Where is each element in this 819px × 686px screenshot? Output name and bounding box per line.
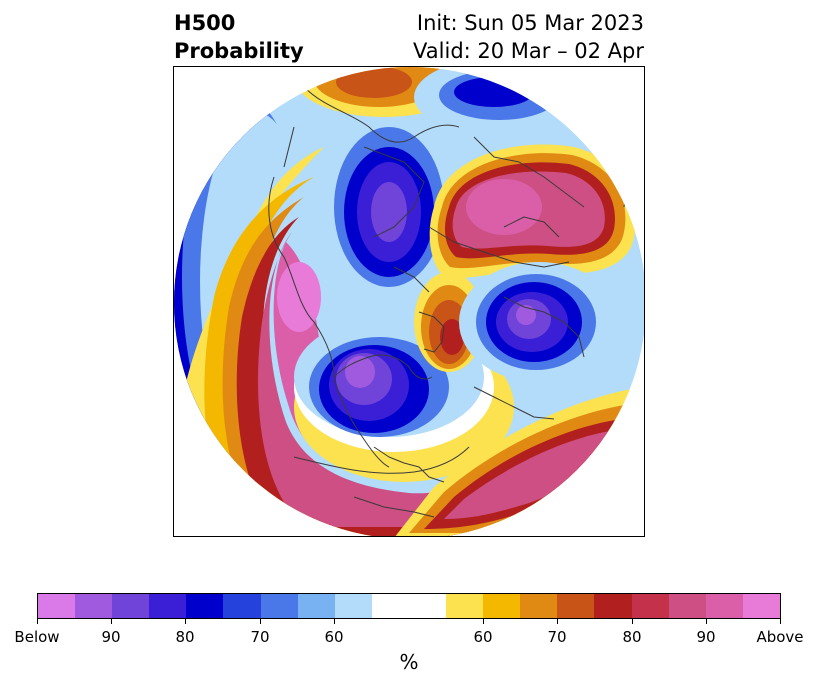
valid-range: Valid: 20 Mar – 02 Apr bbox=[413, 39, 644, 63]
probability-map bbox=[174, 67, 644, 536]
colorbar-swatch bbox=[705, 594, 743, 618]
colorbar-swatch bbox=[594, 594, 632, 618]
title-variable: H500 bbox=[174, 11, 236, 35]
colorbar-swatch bbox=[260, 594, 298, 618]
colorbar-tick bbox=[334, 619, 335, 624]
colorbar-tick bbox=[557, 619, 558, 624]
colorbar-tick-label: 90 bbox=[101, 628, 121, 646]
colorbar-tick-label: 90 bbox=[696, 628, 716, 646]
colorbar-swatch bbox=[112, 594, 150, 618]
colorbar-tick bbox=[632, 619, 633, 624]
title-right: Init: Sun 05 Mar 2023 Valid: 20 Mar – 02… bbox=[413, 9, 644, 65]
colorbar-swatch bbox=[408, 594, 447, 618]
map-panel bbox=[173, 66, 645, 537]
colorbar-tick-label: Above bbox=[756, 628, 804, 646]
colorbar-swatch bbox=[371, 594, 409, 618]
colorbar-tick-label: 60 bbox=[324, 628, 344, 646]
colorbar-swatch bbox=[223, 594, 261, 618]
arctic-trough bbox=[319, 112, 459, 302]
geographic-borders bbox=[268, 86, 630, 518]
colorbar-swatch bbox=[668, 594, 706, 618]
colorbar-tick-label: 80 bbox=[622, 628, 642, 646]
colorbar-swatch bbox=[75, 594, 113, 618]
init-date: Init: Sun 05 Mar 2023 bbox=[416, 11, 644, 35]
colorbar-swatch bbox=[446, 594, 484, 618]
title-left: H500 Probability bbox=[174, 9, 304, 65]
colorbar-swatch bbox=[557, 594, 595, 618]
colorbar-tick bbox=[260, 619, 261, 624]
colorbar-swatch bbox=[483, 594, 521, 618]
colorbar-swatch bbox=[297, 594, 335, 618]
colorbar-swatch bbox=[520, 594, 558, 618]
colorbar-tick bbox=[483, 619, 484, 624]
colorbar-swatch bbox=[38, 594, 76, 618]
colorbar-tick-label: 80 bbox=[175, 628, 195, 646]
colorbar-tick bbox=[706, 619, 707, 624]
colorbar bbox=[37, 593, 781, 619]
colorbar-tick-label: 70 bbox=[250, 628, 270, 646]
colorbar-tick bbox=[780, 619, 781, 624]
colorbar-tick-label: 60 bbox=[473, 628, 493, 646]
colorbar-swatch bbox=[742, 594, 780, 618]
europe-trough bbox=[459, 262, 619, 382]
colorbar-tick bbox=[185, 619, 186, 624]
colorbar-swatch bbox=[149, 594, 187, 618]
colorbar-tick-label: Below bbox=[14, 628, 60, 646]
colorbar-tick-label: 70 bbox=[547, 628, 567, 646]
colorbar-swatch bbox=[334, 594, 372, 618]
siberia-ridge bbox=[429, 144, 636, 279]
colorbar-unit: % bbox=[399, 650, 419, 674]
title-quantity: Probability bbox=[174, 39, 304, 63]
colorbar-tick bbox=[37, 619, 38, 624]
colorbar-tick bbox=[111, 619, 112, 624]
colorbar-swatch bbox=[186, 594, 224, 618]
colorbar-swatch bbox=[631, 594, 669, 618]
